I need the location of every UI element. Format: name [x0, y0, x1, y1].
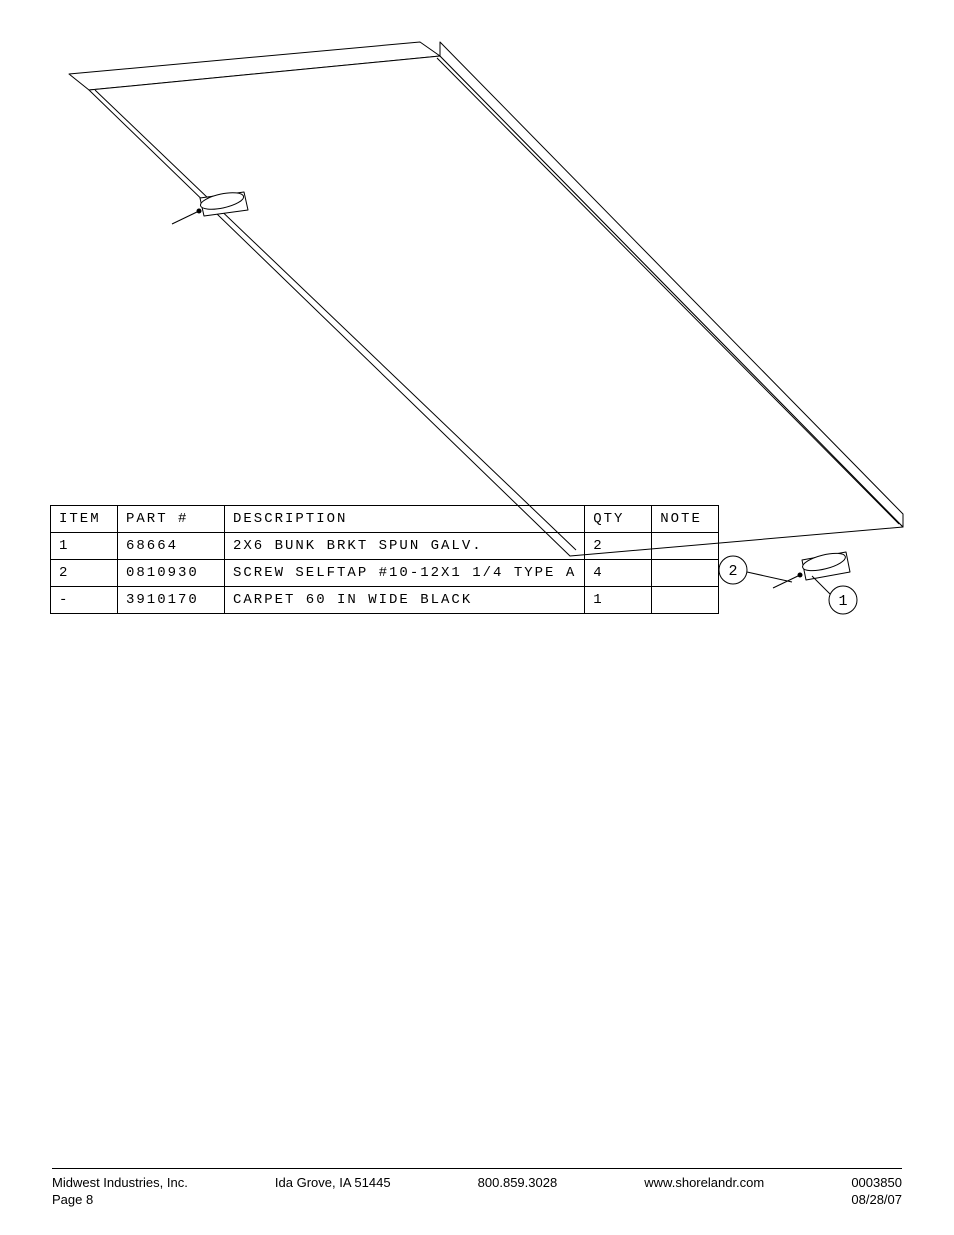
footer-docnum: 0003850: [851, 1175, 902, 1190]
footer-date: 08/28/07: [851, 1192, 902, 1207]
bom-header: DESCRIPTION: [225, 506, 585, 533]
bom-header: NOTE: [652, 506, 719, 533]
bom-header: ITEM: [51, 506, 118, 533]
bom-header: QTY: [585, 506, 652, 533]
footer-location: Ida Grove, IA 51445: [275, 1175, 391, 1190]
footer-url: www.shorelandr.com: [644, 1175, 764, 1190]
table-row: 20810930SCREW SELFTAP #10-12X1 1/4 TYPE …: [51, 560, 719, 587]
page-footer: Midwest Industries, Inc. Ida Grove, IA 5…: [52, 1168, 902, 1207]
bom-header: PART #: [118, 506, 225, 533]
footer-company: Midwest Industries, Inc.: [52, 1175, 188, 1190]
table-row: -3910170CARPET 60 IN WIDE BLACK1: [51, 587, 719, 614]
footer-page: Page 8: [52, 1192, 93, 1207]
technical-drawing: 12: [0, 0, 954, 1235]
bom-table: ITEMPART #DESCRIPTIONQTYNOTE 1686642X6 B…: [50, 505, 719, 614]
footer-phone: 800.859.3028: [478, 1175, 558, 1190]
table-row: 1686642X6 BUNK BRKT SPUN GALV.2: [51, 533, 719, 560]
svg-text:1: 1: [838, 593, 847, 610]
svg-text:2: 2: [728, 563, 737, 580]
